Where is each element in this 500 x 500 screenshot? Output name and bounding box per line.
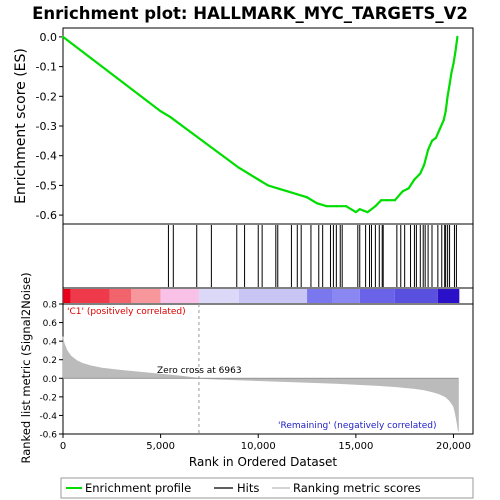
colorbar-segment — [131, 289, 161, 303]
colorbar-segment — [160, 289, 199, 303]
es-panel-frame — [62, 27, 474, 225]
enrichment-profile-point — [450, 71, 453, 74]
enrichment-profile-point — [296, 193, 299, 196]
metric-panel-frame — [62, 303, 474, 435]
es-y-axis: -0.6 -0.5 -0.4 -0.3 -0.2 -0.1 0.0 — [36, 31, 63, 222]
enrichment-profile-point — [434, 136, 438, 139]
enrichment-profile-point — [266, 184, 270, 187]
metric-y-tick-label: -0.2 — [39, 393, 57, 403]
colorbar-segment — [359, 289, 395, 303]
es-y-tick-label: -0.6 — [36, 209, 57, 222]
rank-colorbar — [63, 289, 460, 303]
es-y-tick-label: -0.4 — [36, 150, 57, 163]
colorbar-segment — [198, 289, 239, 303]
enrichment-profile-point — [305, 196, 309, 199]
colorbar-segment — [109, 289, 132, 303]
colorbar-segment — [70, 289, 110, 303]
es-y-tick-label: 0.0 — [40, 31, 58, 44]
enrichment-profile-point — [393, 199, 397, 202]
enrichment-profile-point — [61, 35, 65, 39]
enrichment-profile-point — [426, 148, 430, 151]
colorbar-segment — [437, 289, 460, 303]
enrichment-profile-point — [423, 163, 426, 166]
enrichment-profile-point — [446, 95, 449, 98]
x-tick-label: 10,000 — [241, 441, 276, 452]
enrichment-profile-point — [413, 178, 416, 181]
enrichment-profile-point — [456, 35, 459, 39]
x-axis-label: Rank in Ordered Dataset — [189, 455, 337, 469]
x-tick-label: 0 — [60, 441, 66, 452]
metric-y-tick-label: 0.8 — [43, 301, 58, 311]
enrichment-profile-point — [385, 199, 389, 202]
enrichment-profile-point — [366, 211, 369, 214]
ranking-metric-fill — [62, 336, 459, 432]
enrichment-profile-point — [257, 178, 260, 181]
enrichment-profile-point — [159, 110, 162, 113]
enrichment-profile-point — [430, 139, 434, 142]
es-y-tick-label: -0.2 — [36, 90, 57, 103]
enrichment-profile-point — [354, 211, 357, 214]
colorbar-segment — [63, 289, 71, 303]
ranking-metric-area — [62, 336, 459, 432]
legend: Enrichment profile Hits Ranking metric s… — [60, 477, 474, 499]
colorbar-segment — [307, 289, 333, 303]
metric-y-tick-label: 0.4 — [43, 338, 58, 348]
enrichment-profile-point — [374, 205, 377, 208]
enrichment-profile-point — [407, 187, 410, 190]
enrichment-profile-point — [335, 205, 338, 208]
metric-y-tick-label: 0.2 — [43, 356, 57, 366]
enrichment-profile-point — [419, 172, 422, 175]
enrichment-profile-point — [325, 205, 328, 208]
enrichment-profile-line — [61, 35, 459, 214]
es-y-tick-label: -0.5 — [36, 179, 57, 192]
es-y-tick-label: -0.3 — [36, 120, 57, 133]
enrichment-profile-point — [286, 190, 289, 193]
x-tick-label: 15,000 — [338, 441, 373, 452]
chart-title: Enrichment plot: HALLMARK_MYC_TARGETS_V2 — [32, 4, 468, 23]
metric-y-axis-label: Ranked list metric (Signal2Noise) — [19, 272, 33, 463]
enrichment-profile-point — [276, 187, 279, 190]
legend-label-hits: Hits — [237, 481, 259, 495]
enrichment-profile-point — [380, 199, 383, 202]
enrichment-profile-point — [452, 62, 455, 65]
legend-label-enrichment: Enrichment profile — [85, 481, 191, 495]
metric-y-tick-label: -0.4 — [39, 412, 57, 422]
metric-y-tick-label: 0.6 — [43, 319, 58, 329]
negative-annotation: 'Remaining' (negatively correlated) — [278, 421, 437, 431]
zero-cross-annotation: Zero cross at 6963 — [157, 366, 242, 376]
metric-y-axis: -0.6 -0.4 -0.2 0.0 0.2 0.4 0.6 0.8 — [39, 301, 63, 441]
hits-panel-frame — [62, 223, 474, 289]
es-y-axis-label: Enrichment score (ES) — [13, 48, 29, 204]
colorbar-segment — [394, 289, 438, 303]
legend-frame — [60, 477, 474, 499]
metric-x-axis: 0 5,000 10,000 15,000 20,000 — [60, 434, 471, 452]
enrichment-profile-point — [315, 202, 318, 205]
x-tick-label: 5,000 — [146, 441, 175, 452]
enrichment-profile-point — [344, 205, 348, 208]
enrichment-profile-point — [448, 83, 451, 86]
enrichment-profile-path — [62, 36, 459, 214]
colorbar-segment — [332, 289, 360, 303]
enrichment-profile-point — [237, 166, 240, 169]
enrichment-profile-point — [442, 118, 445, 122]
hit-marks — [167, 225, 457, 287]
enrichment-profile-point — [401, 190, 404, 193]
colorbar-segment — [238, 289, 308, 303]
metric-y-tick-label: 0.0 — [43, 375, 58, 385]
metric-y-tick-label: -0.6 — [39, 431, 57, 441]
enrichment-profile-point — [444, 110, 447, 113]
legend-label-metric: Ranking metric scores — [293, 481, 421, 495]
x-tick-label: 20,000 — [436, 441, 471, 452]
enrichment-profile-point — [454, 50, 457, 53]
enrichment-profile-point — [169, 115, 172, 119]
enrichment-profile-point — [358, 208, 361, 211]
positive-annotation: 'C1' (positively correlated) — [67, 307, 186, 317]
es-y-tick-label: -0.1 — [36, 61, 57, 74]
enrichment-profile-point — [438, 127, 441, 131]
